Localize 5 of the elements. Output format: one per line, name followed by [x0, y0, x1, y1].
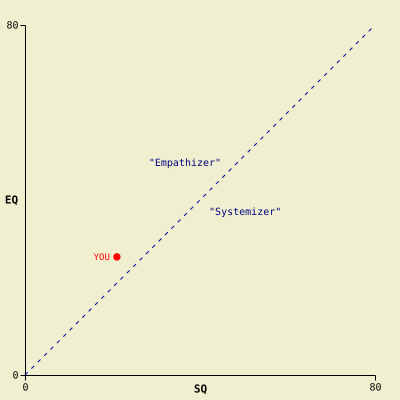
y-axis-title: EQ [4, 194, 18, 206]
annotation: "Systemizer" [209, 206, 282, 218]
series-label: YOU [94, 252, 110, 263]
annotation: "Empathizer" [148, 158, 222, 169]
x-axis-title: SQ [194, 382, 208, 396]
